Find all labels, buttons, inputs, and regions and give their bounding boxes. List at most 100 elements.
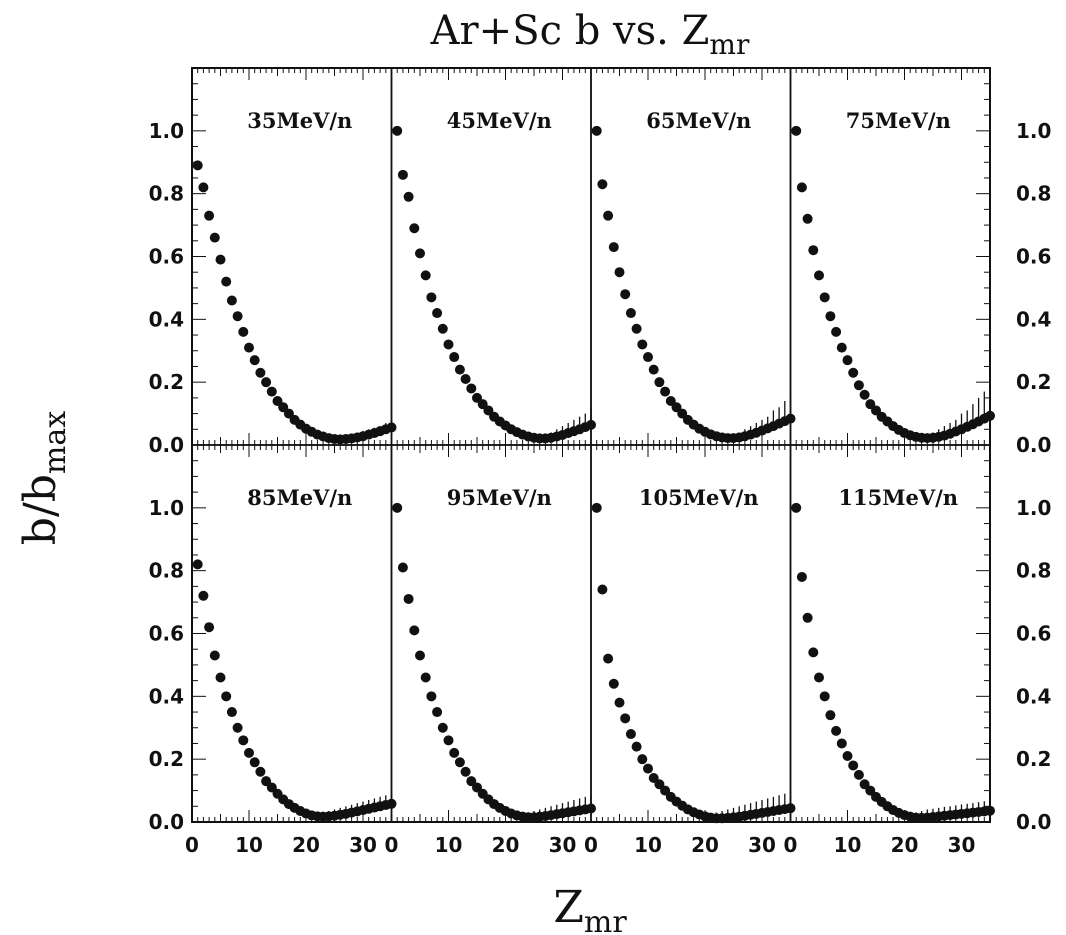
data-point xyxy=(597,584,608,595)
x-tick-label: 10 xyxy=(634,833,662,857)
data-point xyxy=(591,125,602,136)
data-point xyxy=(637,754,648,765)
y-tick-label-right: 0.8 xyxy=(1016,559,1051,583)
y-tick-label-left: 0.8 xyxy=(149,559,184,583)
data-point xyxy=(397,169,408,180)
y-tick-label-right: 0.4 xyxy=(1016,307,1051,331)
data-point xyxy=(796,182,807,193)
y-tick-label-right: 0.6 xyxy=(1016,245,1051,269)
x-tick-label: 20 xyxy=(891,833,919,857)
data-point xyxy=(654,377,665,388)
data-point xyxy=(842,751,853,762)
y-tick-label-right: 0.0 xyxy=(1016,810,1051,834)
data-point xyxy=(620,289,631,300)
panel-label: 105MeV/n xyxy=(639,485,759,510)
data-point xyxy=(603,653,614,664)
data-point xyxy=(831,725,842,736)
y-tick-label-left: 0.2 xyxy=(149,747,184,771)
data-point xyxy=(625,308,636,319)
y-tick-label-left: 1.0 xyxy=(149,496,184,520)
x-tick-label: 0 xyxy=(185,833,199,857)
data-point xyxy=(648,364,659,375)
x-tick-label: 10 xyxy=(435,833,463,857)
y-tick-label-right: 0.2 xyxy=(1016,370,1051,394)
data-point xyxy=(814,270,824,281)
x-tick-label: 20 xyxy=(691,833,719,857)
data-point xyxy=(437,323,448,334)
data-point xyxy=(796,571,807,582)
panel-label: 35MeV/n xyxy=(247,108,352,133)
y-axis-label-sub: max xyxy=(38,411,73,474)
data-point xyxy=(848,760,859,771)
data-point xyxy=(403,593,414,604)
panel-label: 45MeV/n xyxy=(447,108,552,133)
data-point xyxy=(620,713,631,724)
panel-label: 65MeV/n xyxy=(646,108,751,133)
data-point xyxy=(853,380,864,391)
data-point xyxy=(238,735,249,746)
data-point xyxy=(409,223,420,234)
data-point xyxy=(836,342,847,353)
panel-4: 75MeV/n xyxy=(789,67,995,446)
data-point xyxy=(643,763,653,774)
panel-label: 115MeV/n xyxy=(838,485,958,510)
y-axis-label-main: b/b xyxy=(15,474,66,545)
panel-1: 35MeV/n xyxy=(191,67,397,446)
data-point xyxy=(244,747,254,758)
panel-label: 95MeV/n xyxy=(447,485,552,510)
data-point xyxy=(614,267,625,278)
x-axis-label-sub: mr xyxy=(584,905,627,935)
x-tick-label: 20 xyxy=(292,833,320,857)
data-point xyxy=(426,292,437,303)
data-point xyxy=(209,650,220,661)
data-point xyxy=(192,559,203,570)
y-tick-label-left: 0.4 xyxy=(149,307,184,331)
y-tick-label-left: 0.6 xyxy=(149,245,184,269)
data-point xyxy=(443,339,454,350)
data-point xyxy=(631,323,642,334)
data-point xyxy=(415,650,425,661)
y-tick-label-left: 1.0 xyxy=(149,119,184,143)
panel-5: 85MeV/n 0 10 20 30 xyxy=(185,444,397,857)
data-point xyxy=(643,352,653,363)
chart-title-sub: mr xyxy=(709,28,750,61)
data-point xyxy=(608,678,619,689)
data-point xyxy=(825,710,836,721)
y-axis-label: b/bmax xyxy=(15,411,73,545)
data-point xyxy=(255,766,266,777)
x-tick-label: 30 xyxy=(349,833,377,857)
data-point xyxy=(836,738,847,749)
x-tick-label: 0 xyxy=(385,833,399,857)
data-point xyxy=(415,248,425,259)
data-point xyxy=(791,125,802,136)
data-point xyxy=(397,562,408,573)
data-point xyxy=(802,213,813,224)
data-point xyxy=(238,326,249,337)
data-point xyxy=(603,210,614,221)
y-tick-label-left: 0.6 xyxy=(149,622,184,646)
data-point xyxy=(466,383,477,394)
data-point xyxy=(409,625,420,636)
y-tick-label-left: 0.0 xyxy=(149,433,184,457)
y-tick-label-right: 0.6 xyxy=(1016,622,1051,646)
panel-8: 115MeV/n 0 10 20 30 xyxy=(784,444,995,857)
panel-3: 65MeV/n xyxy=(590,67,796,446)
y-tick-label-right: 0.8 xyxy=(1016,182,1051,206)
data-point xyxy=(637,339,648,350)
data-point xyxy=(791,502,802,513)
data-point xyxy=(985,410,995,421)
data-point xyxy=(209,232,220,243)
data-point xyxy=(808,245,819,256)
data-point xyxy=(608,242,619,253)
y-tick-label-right: 0.0 xyxy=(1016,433,1051,457)
data-point xyxy=(454,364,465,375)
data-point xyxy=(802,612,813,623)
data-point xyxy=(261,377,272,388)
data-point xyxy=(403,191,414,202)
x-axis-label-main: Z xyxy=(553,882,584,933)
panel-label: 85MeV/n xyxy=(247,485,352,510)
data-point xyxy=(215,672,226,683)
data-point xyxy=(255,367,266,378)
data-point xyxy=(221,691,232,702)
